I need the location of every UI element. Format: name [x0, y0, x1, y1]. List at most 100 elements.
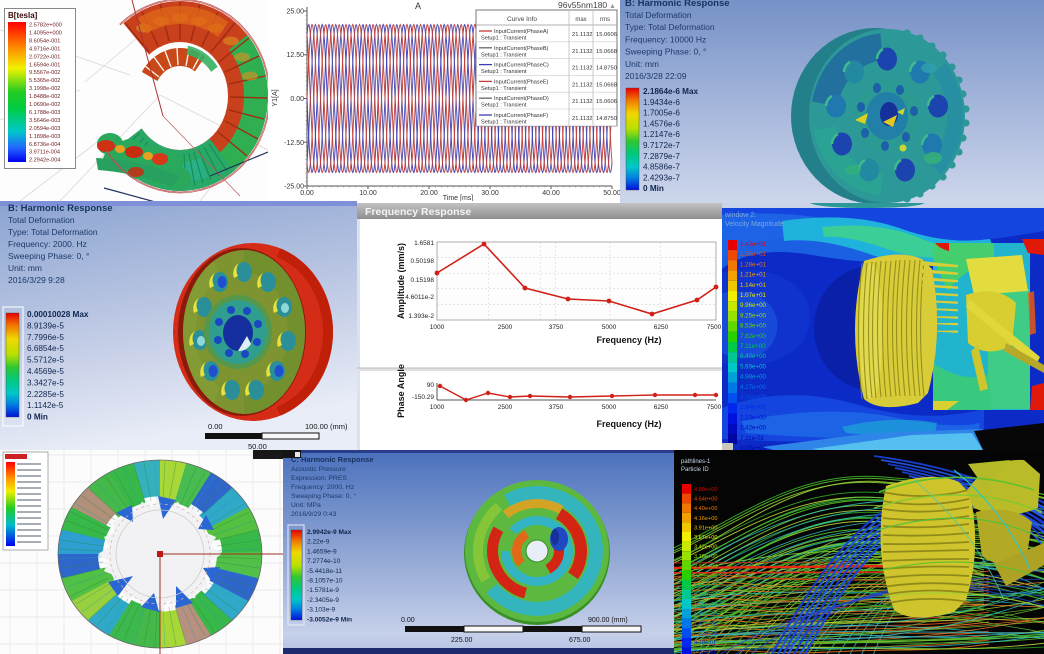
svg-text:-3.103e-9: -3.103e-9	[307, 607, 336, 614]
svg-text:3750: 3750	[549, 404, 564, 411]
svg-text:Sweeping Phase: 0, °: Sweeping Phase: 0, °	[291, 492, 356, 500]
svg-text:max: max	[575, 17, 586, 23]
svg-text:21.1132: 21.1132	[572, 49, 593, 55]
svg-text:4.8586e-7: 4.8586e-7	[643, 163, 680, 172]
svg-text:7.33e-01: 7.33e-01	[694, 650, 716, 654]
svg-text:10.00: 10.00	[359, 190, 377, 197]
svg-text:1.1898e-003: 1.1898e-003	[29, 134, 60, 140]
svg-text:window 2:: window 2:	[724, 212, 756, 219]
svg-text:Acoustic Pressure: Acoustic Pressure	[291, 466, 346, 473]
svg-text:0 Min: 0 Min	[27, 413, 48, 422]
svg-text:9.7172e-7: 9.7172e-7	[643, 141, 680, 150]
svg-text:Frequency (Hz): Frequency (Hz)	[596, 419, 661, 429]
svg-text:Setup1 : Transient: Setup1 : Transient	[481, 52, 527, 58]
svg-text:Setup1 : Transient: Setup1 : Transient	[481, 36, 527, 42]
svg-text:2.84e+00: 2.84e+00	[740, 404, 767, 411]
svg-text:6.6854e-5: 6.6854e-5	[27, 344, 64, 353]
svg-text:InputCurrent(PhaseE): InputCurrent(PhaseE)	[494, 79, 549, 85]
svg-text:InputCurrent(PhaseA): InputCurrent(PhaseA)	[494, 29, 549, 35]
svg-text:B: Harmonic Response: B: Harmonic Response	[8, 203, 113, 214]
svg-text:Curve Info: Curve Info	[507, 16, 537, 23]
svg-text:InputCurrent(PhaseD): InputCurrent(PhaseD)	[494, 96, 549, 102]
svg-text:1.7005e-6: 1.7005e-6	[643, 109, 680, 118]
svg-text:A: A	[415, 1, 421, 11]
svg-text:12.50: 12.50	[286, 52, 304, 59]
svg-text:Particle ID: Particle ID	[681, 467, 709, 473]
svg-text:6250: 6250	[654, 324, 669, 331]
svg-text:3.67e+00: 3.67e+00	[694, 535, 718, 541]
svg-text:Setup1 : Transient: Setup1 : Transient	[481, 86, 527, 92]
svg-text:4.6011e-2: 4.6011e-2	[405, 294, 434, 301]
svg-text:1.42e+01: 1.42e+01	[740, 241, 767, 248]
svg-text:Amplitude (mm/s): Amplitude (mm/s)	[396, 243, 406, 319]
svg-text:Setup1 : Transient: Setup1 : Transient	[481, 69, 527, 75]
svg-text:1.47e+00: 1.47e+00	[694, 621, 718, 627]
svg-text:2.5782e+000: 2.5782e+000	[29, 23, 62, 29]
svg-text:2016/3/28 22:09: 2016/3/28 22:09	[625, 71, 687, 81]
svg-text:Time [ms]: Time [ms]	[443, 195, 474, 201]
svg-text:Frequency Response: Frequency Response	[365, 206, 471, 218]
svg-text:Unit: mm: Unit: mm	[625, 59, 659, 69]
svg-text:1.393e-2: 1.393e-2	[408, 313, 434, 320]
svg-text:0.00e+00: 0.00e+00	[740, 445, 767, 452]
svg-text:2.1864e-6 Max: 2.1864e-6 Max	[643, 87, 699, 96]
svg-text:1.22e+00: 1.22e+00	[694, 631, 718, 637]
svg-text:2.69e+00: 2.69e+00	[694, 573, 718, 579]
svg-text:1.35e+01: 1.35e+01	[740, 251, 767, 258]
svg-text:0 Min: 0 Min	[643, 184, 664, 193]
svg-text:Total Deformation: Total Deformation	[625, 10, 692, 20]
svg-text:Frequency: 2000, Hz: Frequency: 2000, Hz	[291, 484, 355, 491]
svg-text:B: Harmonic Response: B: Harmonic Response	[625, 0, 730, 9]
svg-text:15.0668: 15.0668	[596, 49, 617, 55]
svg-text:1.28e+01: 1.28e+01	[740, 261, 767, 268]
svg-text:Setup1 : Transient: Setup1 : Transient	[481, 120, 527, 126]
svg-text:Frequency (Hz): Frequency (Hz)	[596, 335, 661, 345]
svg-text:Sweeping Phase: 0, °: Sweeping Phase: 0, °	[625, 47, 706, 57]
svg-text:50.00: 50.00	[603, 190, 620, 197]
svg-text:1.0690e-002: 1.0690e-002	[29, 102, 60, 108]
svg-text:6.40e+00: 6.40e+00	[740, 353, 767, 360]
svg-text:Y1[A]: Y1[A]	[272, 89, 279, 106]
svg-text:2.44e+00: 2.44e+00	[694, 583, 718, 589]
svg-text:2.0594e-003: 2.0594e-003	[29, 126, 60, 132]
svg-text:7.11e-01: 7.11e-01	[740, 435, 765, 442]
svg-text:2.2285e-5: 2.2285e-5	[27, 390, 64, 399]
svg-text:-8.1057e-10: -8.1057e-10	[307, 578, 343, 585]
svg-text:4.16e+00: 4.16e+00	[694, 516, 718, 522]
svg-text:Unit: MPa: Unit: MPa	[291, 502, 321, 509]
svg-text:3.18e+00: 3.18e+00	[694, 554, 718, 560]
svg-text:0.00: 0.00	[208, 422, 223, 431]
svg-text:Unit: mm: Unit: mm	[8, 263, 42, 273]
svg-text:20.00: 20.00	[420, 190, 438, 197]
svg-text:2.9942e-9 Max: 2.9942e-9 Max	[307, 529, 352, 536]
svg-text:Type: Total Deformation: Type: Total Deformation	[8, 227, 98, 237]
svg-text:100.00 (mm): 100.00 (mm)	[305, 422, 348, 431]
svg-text:7500: 7500	[707, 404, 722, 411]
svg-text:3.91e+00: 3.91e+00	[694, 525, 718, 531]
svg-text:8.53e+00: 8.53e+00	[740, 323, 767, 330]
svg-text:2.20e+00: 2.20e+00	[694, 593, 718, 599]
svg-text:C: Harmonic Response: C: Harmonic Response	[291, 455, 374, 464]
svg-text:-12.50: -12.50	[284, 140, 304, 147]
svg-text:1000: 1000	[430, 404, 445, 411]
svg-text:-150.29: -150.29	[412, 394, 434, 401]
svg-text:2.2942e-004: 2.2942e-004	[29, 158, 60, 164]
svg-text:6.1788e-003: 6.1788e-003	[29, 110, 60, 116]
svg-text:2.4293e-7: 2.4293e-7	[643, 173, 680, 182]
svg-text:25.00: 25.00	[286, 9, 304, 16]
svg-text:0.15198: 0.15198	[411, 277, 435, 284]
svg-text:3.3427e-5: 3.3427e-5	[27, 378, 64, 387]
svg-text:21.1132: 21.1132	[572, 116, 593, 122]
svg-text:4.9716e-001: 4.9716e-001	[29, 46, 60, 52]
svg-text:2016/9/29 0:43: 2016/9/29 0:43	[291, 511, 337, 518]
svg-text:2.93e+00: 2.93e+00	[694, 564, 718, 570]
svg-text:4.98e+00: 4.98e+00	[740, 374, 767, 381]
svg-text:5000: 5000	[602, 404, 617, 411]
svg-text:0.00: 0.00	[300, 190, 314, 197]
svg-text:15.0606: 15.0606	[596, 32, 617, 38]
svg-text:1.42e+00: 1.42e+00	[740, 425, 767, 432]
svg-text:Type: Total Deformation: Type: Total Deformation	[625, 22, 715, 32]
svg-text:1.6594e-001: 1.6594e-001	[29, 62, 60, 68]
svg-text:1.4576e-6: 1.4576e-6	[643, 119, 680, 128]
svg-text:8.6054e-001: 8.6054e-001	[29, 38, 60, 44]
